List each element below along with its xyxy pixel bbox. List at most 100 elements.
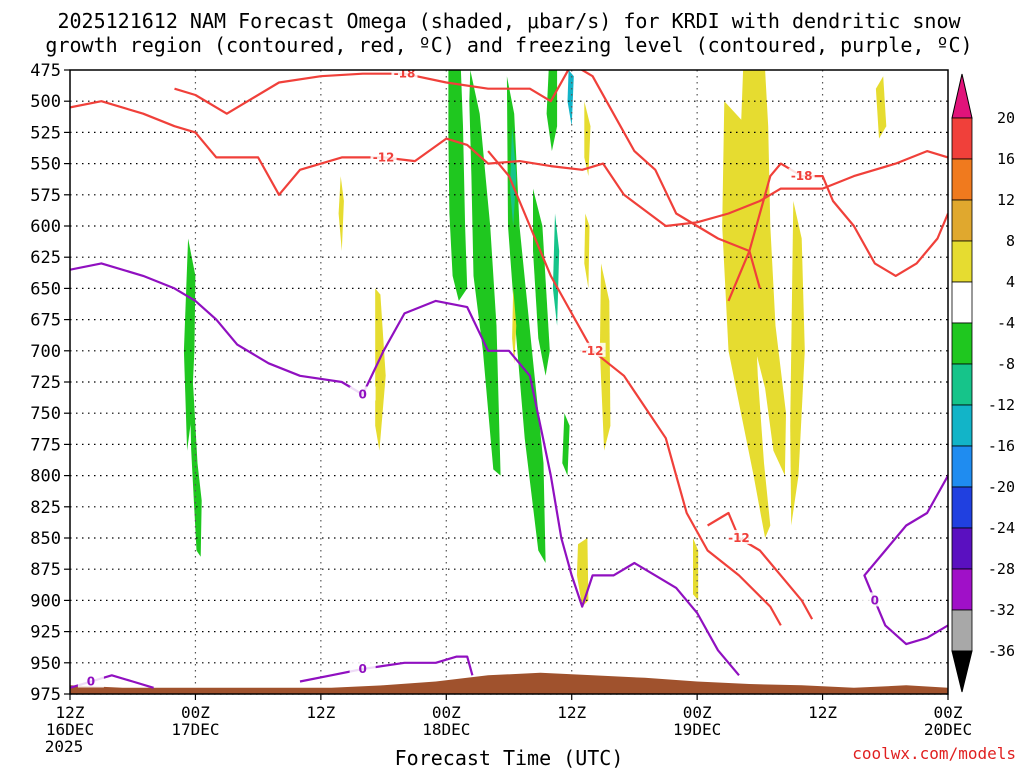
terrain-fill [70,672,948,694]
y-tick-label: 775 [30,435,61,455]
x-tick-label: 18DEC [422,720,470,739]
colorbar-label: 8 [1006,232,1015,250]
contour-line-1 [174,70,761,289]
omega-region-omega_pos_j [584,213,590,289]
colorbar-label: 16 [997,150,1015,168]
x-tick-label: 19DEC [673,720,721,739]
omega-region-omega_pos_g [599,263,611,451]
colorbar-box [951,363,973,406]
contour-label: -18 [394,67,416,81]
omega-region-omega_pos_l [693,538,699,601]
omega-region-omega_neg_j [510,126,517,226]
colorbar-label: -36 [988,642,1015,660]
omega-region-omega_neg_f [533,188,550,376]
contour-label: 0 [358,387,366,401]
x-tick-label: 00Z [432,703,461,722]
y-tick-label: 625 [30,248,61,268]
y-tick-label: 900 [30,591,61,611]
omega-region-omega_neg_i [562,413,570,476]
contour-line-8 [863,472,948,646]
x-tick-label: 17DEC [171,720,219,739]
colorbar-label: -16 [988,437,1015,455]
colorbar-label: 20 [997,109,1015,127]
contour-line-2 [727,162,948,302]
colorbar-box [951,486,973,529]
omega-region-omega_pos_h [338,176,344,251]
title-line-2: growth region (contoured, red, ºC) and f… [45,33,972,57]
contour-label-bg [579,342,606,357]
x-tick-label: 12Z [808,703,837,722]
contour-label-bg [788,168,815,183]
contour-label-bg [861,592,888,607]
omega-region-omega_neg_k [552,213,560,326]
x-tick-label: 00Z [934,703,963,722]
contour-label: 0 [871,593,879,607]
contour-label-bg [725,530,752,544]
colorbar-box [951,281,973,324]
contour-label: -12 [373,150,395,164]
omega-region-omega_pos_a [741,70,786,476]
contour-label-bg [349,386,376,401]
x-tick-label: 20DEC [924,720,972,739]
x-tick-label: 12Z [56,703,85,722]
x-tick-label: 00Z [181,703,210,722]
y-tick-label: 950 [30,654,61,674]
colorbar-label: 4 [1006,273,1015,291]
colorbar-label: -24 [988,519,1015,537]
colorbar-label: -20 [988,478,1015,496]
x-tick-label: 00Z [683,703,712,722]
y-tick-label: 525 [30,123,61,143]
colorbar-box [951,158,973,201]
contour-label-bg [391,70,418,80]
y-tick-label: 600 [30,217,61,237]
contour-line-5 [70,262,740,677]
contours [70,70,948,689]
contour-labels: -12 -18 -18 -12 -12 0 0 0 0 [77,67,888,689]
x-axis-label: Forecast Time (UTC) [395,746,624,768]
y-tick-label: 800 [30,467,61,487]
contour-label: 0 [358,662,366,676]
colorbar-label: -12 [988,396,1015,414]
omega-region-omega_neg_b [188,325,202,557]
y-axis-tick-labels: 475 500 525 550 575 600 625 650 675 700 725 750 775 8… [30,61,70,705]
colorbar-box [951,117,973,160]
y-tick-label: 650 [30,279,61,299]
contour-label-bg [370,149,397,164]
y-tick-label: 825 [30,498,61,518]
omega-region-omega_neg_d [448,70,468,301]
omega-region-omega_pos_c [790,201,805,526]
y-tick-label: 700 [30,342,61,362]
y-tick-label: 850 [30,529,61,549]
omega-region-omega_pos_d [875,76,887,139]
contour-line-3 [487,150,782,626]
omega-region-omega_pos_i [576,538,589,607]
contour-label: -12 [728,531,750,545]
omega-shading [183,70,887,607]
omega-region-omega_pos_k [512,288,517,364]
colorbar-label: -8 [997,355,1015,373]
colorbar-box [951,609,973,652]
gridlines [70,70,948,695]
colorbar-box [951,527,973,570]
title-line-1: 2025121612 NAM Forecast Omega (shaded, μ… [57,9,961,33]
contour-label: -18 [791,169,813,183]
y-tick-label: 975 [30,685,61,705]
contour-line-4 [707,511,814,620]
credit-text: coolwx.com/models [852,744,1016,763]
colorbar-label: -4 [997,314,1015,332]
colorbar-box [951,322,973,365]
contour-line-0 [70,100,948,228]
omega-region-omega_pos_f [584,101,591,177]
colorbar-box [951,445,973,488]
x-tick-label: 2025 [45,737,84,756]
colorbar: 20 16 12 8 4 -4 -8 -12 -16 -20 -24 -28 -32 -36 [951,73,1015,693]
y-tick-label: 725 [30,373,61,393]
contour-label: -12 [582,344,604,358]
y-tick-label: 550 [30,155,61,175]
colorbar-box [951,240,973,283]
x-tick-label: 12Z [306,703,335,722]
contour-line-7 [299,655,474,683]
y-tick-label: 875 [30,560,61,580]
y-tick-label: 750 [30,404,61,424]
